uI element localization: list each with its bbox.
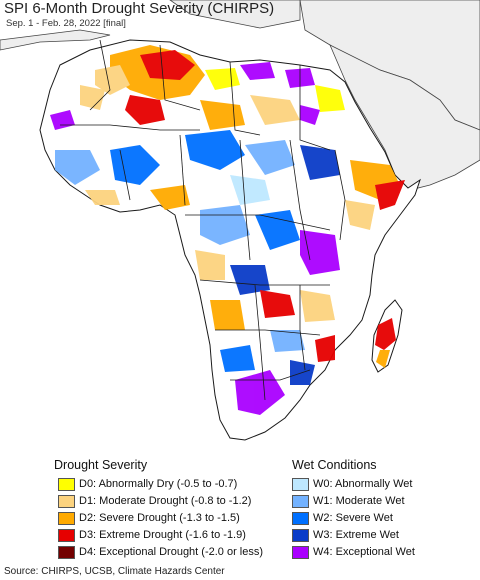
country-borders: [60, 39, 346, 401]
legend-item-w2: W2: Severe Wet: [292, 510, 393, 526]
legend-item-d1: D1: Moderate Drought (-0.8 to -1.2): [58, 493, 251, 509]
page-title: SPI 6-Month Drought Severity (CHIRPS): [4, 0, 275, 17]
legend-label-d3: D3: Extreme Drought (-1.6 to -1.9): [79, 529, 246, 541]
legend-item-w4: W4: Exceptional Wet: [292, 544, 415, 560]
swatch-d0: [58, 477, 75, 491]
legend-item-d2: D2: Severe Drought (-1.3 to -1.5): [58, 510, 240, 526]
wet-legend-title: Wet Conditions: [292, 458, 377, 472]
legend-label-w0: W0: Abnormally Wet: [313, 478, 413, 490]
legend: Drought Severity D0: Abnormally Dry (-0.…: [0, 458, 480, 562]
swatch-w1: [292, 494, 309, 508]
drought-legend-title: Drought Severity: [54, 458, 148, 472]
legend-item-w3: W3: Extreme Wet: [292, 527, 399, 543]
legend-label-d0: D0: Abnormally Dry (-0.5 to -0.7): [79, 478, 238, 490]
swatch-d1: [58, 494, 75, 508]
drought-map: [0, 0, 480, 441]
swatch-w4: [292, 545, 309, 559]
swatch-d4: [58, 545, 75, 559]
condition-patches: [50, 45, 405, 415]
swatch-w2: [292, 511, 309, 525]
legend-item-w1: W1: Moderate Wet: [292, 493, 405, 509]
legend-item-d0: D0: Abnormally Dry (-0.5 to -0.7): [58, 476, 237, 492]
outside-region-land: [0, 0, 480, 191]
legend-label-d2: D2: Severe Drought (-1.3 to -1.5): [79, 512, 240, 524]
legend-label-d1: D1: Moderate Drought (-0.8 to -1.2): [79, 495, 252, 507]
legend-label-w1: W1: Moderate Wet: [313, 495, 405, 507]
legend-item-d3: D3: Extreme Drought (-1.6 to -1.9): [58, 527, 246, 543]
legend-label-d4: D4: Exceptional Drought (-2.0 or less): [79, 546, 264, 558]
swatch-w3: [292, 528, 309, 542]
legend-label-w2: W2: Severe Wet: [313, 512, 393, 524]
source-credit: Source: CHIRPS, UCSB, Climate Hazards Ce…: [4, 566, 225, 577]
legend-label-w3: W3: Extreme Wet: [313, 529, 399, 541]
page-subtitle: Sep. 1 - Feb. 28, 2022 [final]: [6, 18, 126, 29]
swatch-d2: [58, 511, 75, 525]
swatch-w0: [292, 477, 309, 491]
legend-label-w4: W4: Exceptional Wet: [313, 546, 415, 558]
legend-item-d4: D4: Exceptional Drought (-2.0 or less): [58, 544, 263, 560]
swatch-d3: [58, 528, 75, 542]
legend-item-w0: W0: Abnormally Wet: [292, 476, 412, 492]
